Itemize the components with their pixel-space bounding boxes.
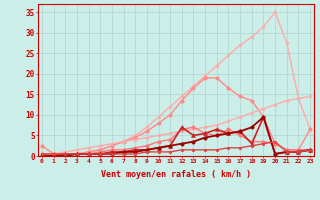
X-axis label: Vent moyen/en rafales ( km/h ): Vent moyen/en rafales ( km/h ) [101, 170, 251, 179]
